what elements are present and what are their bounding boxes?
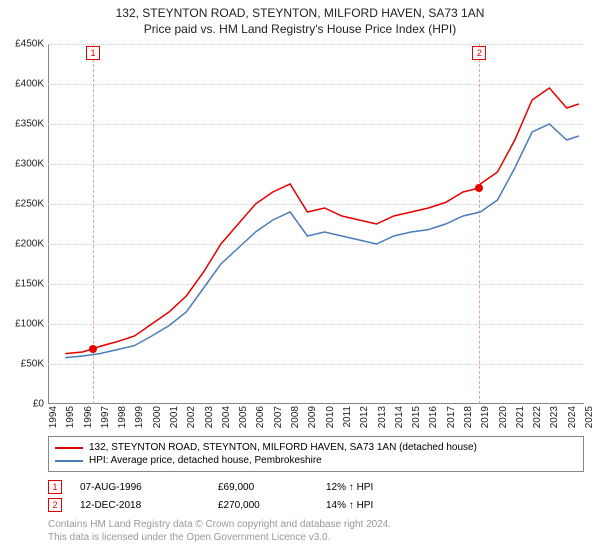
x-tick-label: 2009 — [307, 406, 318, 428]
footer-line-2: This data is licensed under the Open Gov… — [48, 531, 391, 544]
x-tick-label: 2023 — [549, 406, 560, 428]
footer: Contains HM Land Registry data © Crown c… — [48, 518, 391, 544]
title-block: 132, STEYNTON ROAD, STEYNTON, MILFORD HA… — [0, 0, 600, 36]
x-tick-label: 2004 — [221, 406, 232, 428]
x-tick-label: 1999 — [134, 406, 145, 428]
x-tick-label: 2010 — [325, 406, 336, 428]
x-tick-label: 1994 — [48, 406, 59, 428]
series-line-hpi — [65, 124, 579, 358]
x-tick-label: 2002 — [186, 406, 197, 428]
x-tick-label: 2001 — [169, 406, 180, 428]
chart-area: £0£50K£100K£150K£200K£250K£300K£350K£400… — [48, 44, 584, 404]
series-line-property — [65, 88, 579, 354]
sale-price-1: £69,000 — [218, 482, 308, 493]
y-tick-label: £300K — [15, 159, 44, 170]
legend-row-property: 132, STEYNTON ROAD, STEYNTON, MILFORD HA… — [55, 441, 577, 454]
sale-price-2: £270,000 — [218, 500, 308, 511]
y-tick-label: £350K — [15, 119, 44, 130]
x-tick-label: 2022 — [532, 406, 543, 428]
x-tick-label: 2024 — [567, 406, 578, 428]
x-tick-label: 2019 — [480, 406, 491, 428]
x-tick-label: 2011 — [342, 406, 353, 428]
legend: 132, STEYNTON ROAD, STEYNTON, MILFORD HA… — [48, 436, 584, 472]
y-tick-label: £150K — [15, 279, 44, 290]
sale-point-1 — [89, 345, 97, 353]
legend-label-property: 132, STEYNTON ROAD, STEYNTON, MILFORD HA… — [89, 442, 477, 453]
legend-swatch-property — [55, 447, 83, 449]
legend-swatch-hpi — [55, 460, 83, 462]
x-tick-label: 2018 — [463, 406, 474, 428]
sale-hpi-1: 12% ↑ HPI — [326, 482, 416, 493]
x-tick-label: 2014 — [394, 406, 405, 428]
y-tick-label: £400K — [15, 79, 44, 90]
x-tick-label: 2015 — [411, 406, 422, 428]
x-tick-label: 1998 — [117, 406, 128, 428]
x-tick-label: 1995 — [65, 406, 76, 428]
sales-row-1: 1 07-AUG-1996 £69,000 12% ↑ HPI — [48, 478, 584, 496]
title-sub: Price paid vs. HM Land Registry's House … — [0, 22, 600, 36]
x-tick-label: 2007 — [273, 406, 284, 428]
x-tick-label: 2012 — [359, 406, 370, 428]
x-tick-label: 2013 — [377, 406, 388, 428]
sale-marker-1: 1 — [86, 46, 100, 60]
sale-marker-2: 2 — [472, 46, 486, 60]
x-tick-label: 2016 — [428, 406, 439, 428]
y-tick-label: £0 — [33, 399, 44, 410]
sale-date-1: 07-AUG-1996 — [80, 482, 200, 493]
sale-date-2: 12-DEC-2018 — [80, 500, 200, 511]
x-tick-label: 2003 — [204, 406, 215, 428]
sales-table: 1 07-AUG-1996 £69,000 12% ↑ HPI 2 12-DEC… — [48, 478, 584, 514]
chart-container: 132, STEYNTON ROAD, STEYNTON, MILFORD HA… — [0, 0, 600, 560]
x-tick-label: 2025 — [584, 406, 595, 428]
legend-row-hpi: HPI: Average price, detached house, Pemb… — [55, 454, 577, 467]
x-tick-label: 2021 — [515, 406, 526, 428]
footer-line-1: Contains HM Land Registry data © Crown c… — [48, 518, 391, 531]
x-tick-label: 2020 — [498, 406, 509, 428]
x-tick-label: 2017 — [446, 406, 457, 428]
title-main: 132, STEYNTON ROAD, STEYNTON, MILFORD HA… — [0, 6, 600, 20]
x-tick-label: 2006 — [255, 406, 266, 428]
sale-box-1: 1 — [48, 480, 62, 494]
legend-label-hpi: HPI: Average price, detached house, Pemb… — [89, 455, 322, 466]
y-tick-label: £450K — [15, 39, 44, 50]
sale-point-2 — [475, 184, 483, 192]
sale-box-2: 2 — [48, 498, 62, 512]
y-tick-label: £100K — [15, 319, 44, 330]
y-tick-label: £50K — [21, 359, 44, 370]
sale-hpi-2: 14% ↑ HPI — [326, 500, 416, 511]
line-svg — [48, 44, 584, 404]
y-tick-label: £200K — [15, 239, 44, 250]
sales-row-2: 2 12-DEC-2018 £270,000 14% ↑ HPI — [48, 496, 584, 514]
x-tick-label: 1997 — [100, 406, 111, 428]
x-tick-label: 2008 — [290, 406, 301, 428]
x-tick-label: 2005 — [238, 406, 249, 428]
y-tick-label: £250K — [15, 199, 44, 210]
x-tick-label: 1996 — [83, 406, 94, 428]
x-tick-label: 2000 — [152, 406, 163, 428]
